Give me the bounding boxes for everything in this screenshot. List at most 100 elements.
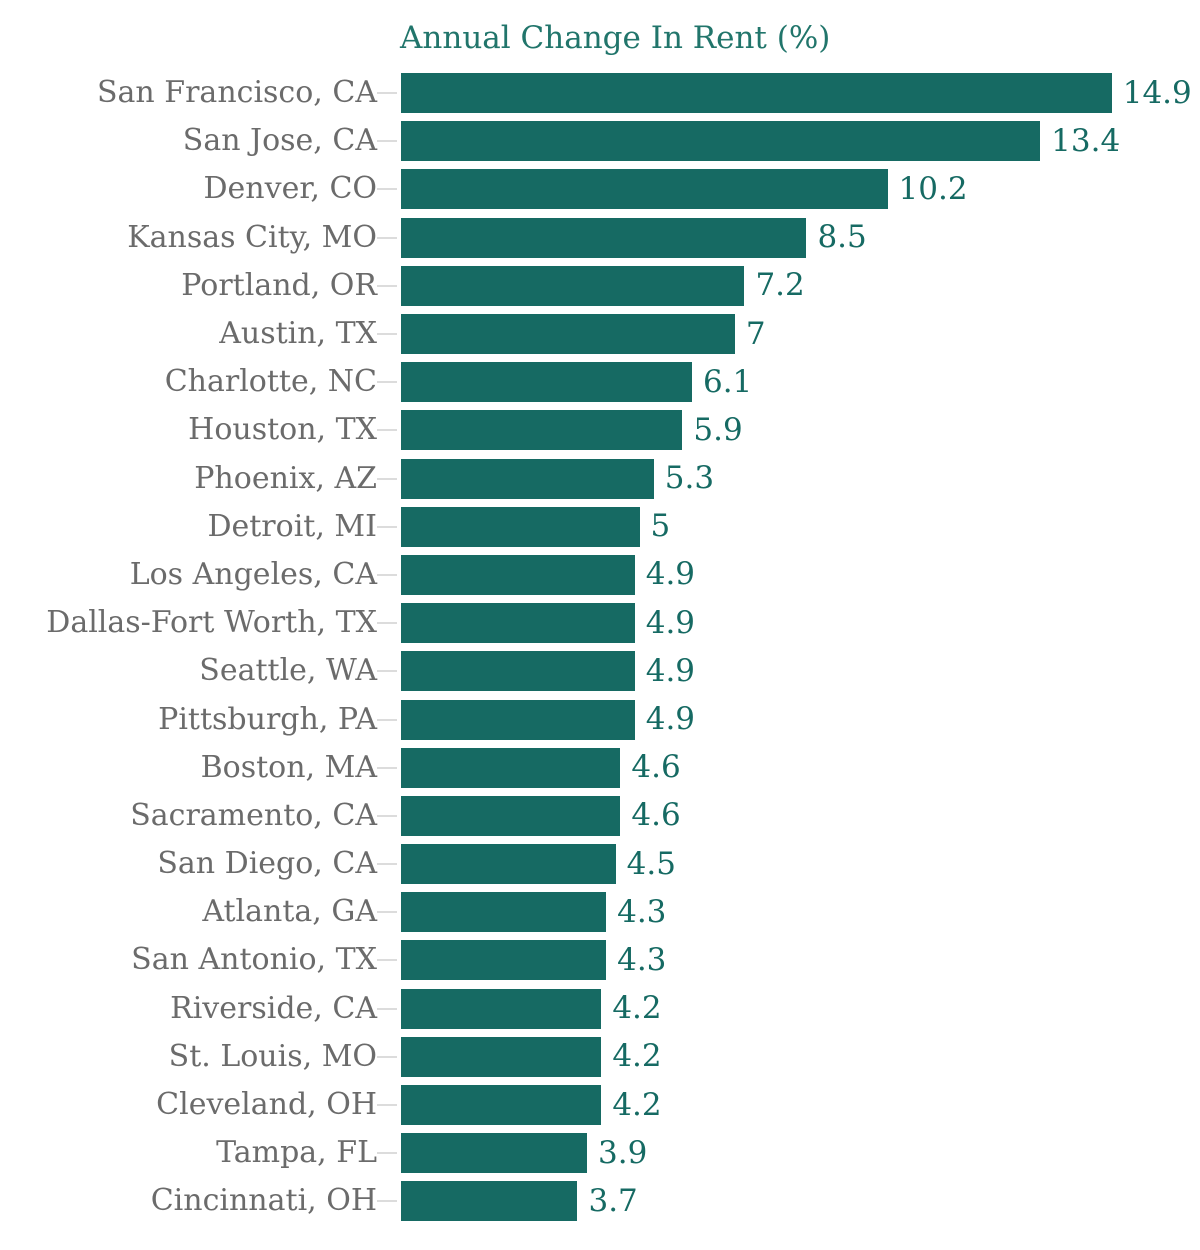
chart-row: Pittsburgh, PA 4.9 [0, 695, 1200, 743]
value-label: 5 [650, 508, 671, 545]
value-label: 8.5 [817, 219, 867, 256]
chart-row: Charlotte, NC 6.1 [0, 358, 1200, 406]
chart-row: Austin, TX 7 [0, 310, 1200, 358]
value-label: 4.2 [612, 1038, 662, 1075]
value-label: 4.9 [645, 556, 696, 593]
bar [401, 892, 607, 933]
axis-tick-mark [377, 573, 397, 576]
chart-row: Atlanta, GA 4.3 [0, 888, 1200, 936]
axis-tick-mark [377, 1055, 397, 1058]
value-label: 10.2 [898, 170, 968, 207]
chart-row: San Francisco, CA 14.9 [0, 69, 1200, 117]
category-label: St. Louis, MO [168, 1038, 377, 1074]
bar [401, 988, 602, 1029]
chart-row: Sacramento, CA 4.6 [0, 792, 1200, 840]
category-label: Houston, TX [188, 412, 377, 448]
category-label: San Francisco, CA [96, 75, 377, 111]
axis-tick-mark [377, 525, 397, 528]
axis-tick-mark [377, 622, 397, 625]
axis-tick-mark [377, 333, 397, 336]
value-label: 4.6 [631, 797, 681, 834]
category-label: Dallas-Fort Worth, TX [46, 605, 377, 641]
axis-tick-mark [377, 92, 397, 95]
axis-tick-mark [377, 381, 397, 384]
category-label: San Antonio, TX [131, 942, 377, 978]
bar [401, 795, 621, 836]
category-label: Atlanta, GA [202, 894, 377, 930]
bar [401, 121, 1041, 162]
value-label: 13.4 [1051, 122, 1121, 159]
value-label: 14.9 [1122, 74, 1192, 111]
category-label: Detroit, MI [207, 508, 377, 544]
axis-tick-mark [377, 911, 397, 914]
bar [401, 362, 692, 403]
value-label: 4.2 [612, 990, 662, 1027]
axis-tick-mark [377, 814, 397, 817]
chart-row: Tampa, FL 3.9 [0, 1129, 1200, 1177]
category-label: Kansas City, MO [127, 219, 377, 255]
axis-tick-mark [377, 670, 397, 673]
bar [401, 265, 745, 306]
axis-tick-mark [377, 429, 397, 432]
category-label: Seattle, WA [199, 653, 377, 689]
value-label: 5.9 [693, 411, 743, 448]
value-label: 4.3 [617, 941, 667, 978]
chart-row: Seattle, WA 4.9 [0, 647, 1200, 695]
axis-tick-mark [377, 1152, 397, 1155]
category-label: San Diego, CA [157, 846, 377, 882]
axis-tick-mark [377, 718, 397, 721]
axis-tick-mark [377, 284, 397, 287]
value-label: 4.6 [631, 749, 681, 786]
value-label: 3.9 [598, 1134, 648, 1171]
value-label: 4.9 [645, 701, 696, 738]
axis-tick-mark [377, 140, 397, 143]
chart-row: Dallas-Fort Worth, TX 4.9 [0, 599, 1200, 647]
bar [401, 699, 635, 740]
chart-row: San Diego, CA 4.5 [0, 840, 1200, 888]
category-label: Los Angeles, CA [129, 556, 377, 592]
category-label: Charlotte, NC [164, 364, 377, 400]
value-label: 4.3 [617, 893, 667, 930]
bar [401, 458, 654, 499]
category-label: Cincinnati, OH [150, 1183, 377, 1219]
bar [401, 940, 607, 981]
chart-row: San Antonio, TX 4.3 [0, 936, 1200, 984]
bar [401, 410, 683, 451]
bar [401, 1085, 602, 1126]
axis-tick-mark [377, 766, 397, 769]
category-label: Riverside, CA [170, 990, 377, 1026]
category-label: Sacramento, CA [130, 797, 377, 833]
chart-title: Annual Change In Rent (%) [400, 20, 831, 56]
category-label: Boston, MA [200, 749, 377, 785]
value-label: 7.2 [755, 267, 805, 304]
category-label: Pittsburgh, PA [158, 701, 377, 737]
bar [401, 844, 616, 885]
axis-tick-mark [377, 959, 397, 962]
bar [401, 1036, 602, 1077]
axis-tick-mark [377, 188, 397, 191]
chart-row: Cleveland, OH 4.2 [0, 1081, 1200, 1129]
chart-row: Portland, OR 7.2 [0, 262, 1200, 310]
category-label: Austin, TX [219, 316, 377, 352]
category-label: San Jose, CA [182, 123, 377, 159]
bar [401, 747, 621, 788]
chart-row: Houston, TX 5.9 [0, 406, 1200, 454]
value-label: 4.2 [612, 1086, 662, 1123]
chart-plot-area: San Francisco, CA 14.9 San Jose, CA 13.4 Den… [0, 69, 1200, 1226]
axis-tick-mark [377, 1104, 397, 1107]
value-label: 4.5 [626, 845, 676, 882]
axis-tick-mark [377, 1200, 397, 1203]
bar [401, 217, 807, 258]
chart-row: Boston, MA 4.6 [0, 744, 1200, 792]
chart-row: Detroit, MI 5 [0, 503, 1200, 551]
category-label: Portland, OR [181, 267, 377, 303]
chart-row: St. Louis, MO 4.2 [0, 1033, 1200, 1081]
axis-tick-mark [377, 863, 397, 866]
axis-tick-mark [377, 477, 397, 480]
chart-row: Cincinnati, OH 3.7 [0, 1177, 1200, 1225]
value-label: 4.9 [645, 652, 696, 689]
bar [401, 651, 635, 692]
category-label: Phoenix, AZ [194, 460, 377, 496]
value-label: 7 [745, 315, 766, 352]
